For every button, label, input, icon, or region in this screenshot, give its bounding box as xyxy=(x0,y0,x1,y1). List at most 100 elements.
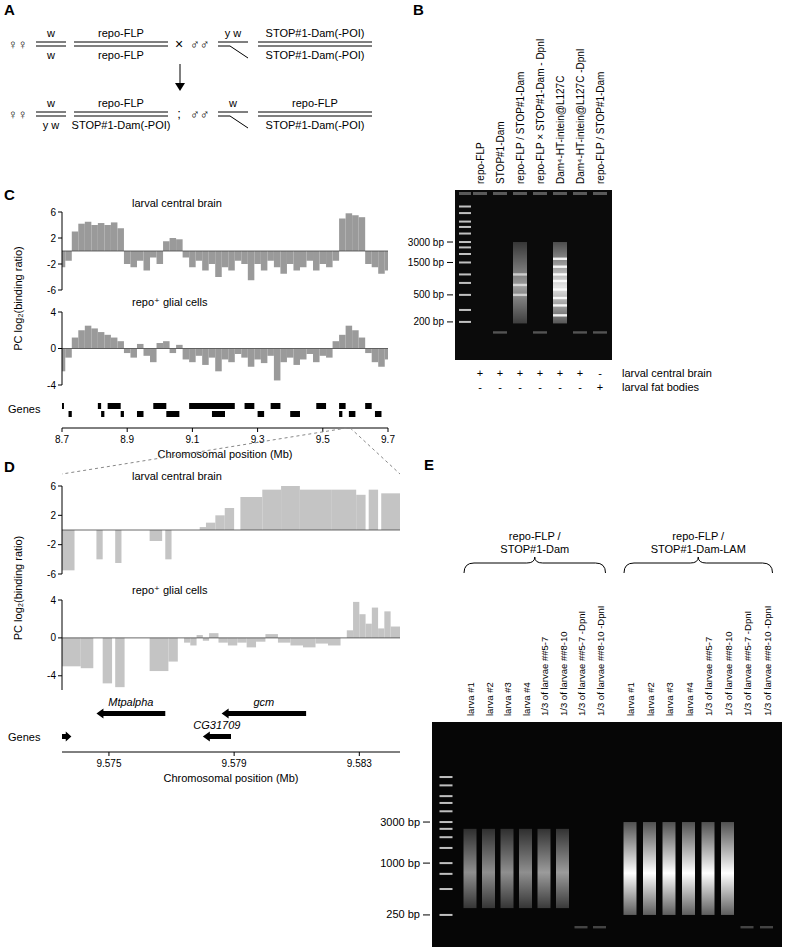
ladder-band xyxy=(459,241,471,243)
bar xyxy=(190,638,196,646)
bar xyxy=(124,251,131,264)
band xyxy=(553,314,567,316)
genotype: STOP#1-Dam(-POI) xyxy=(266,49,365,61)
bar xyxy=(228,349,235,363)
track-title: repo⁺ glial cells xyxy=(132,584,208,596)
band xyxy=(593,331,607,333)
bar xyxy=(256,638,265,642)
bar xyxy=(81,638,94,668)
bar xyxy=(303,638,316,647)
bar xyxy=(98,223,105,251)
bar xyxy=(65,251,72,261)
bar xyxy=(287,251,294,264)
bar xyxy=(328,638,341,646)
tick-label: 0 xyxy=(50,632,56,643)
bar xyxy=(209,251,216,264)
gene xyxy=(258,411,265,417)
sample-mark: + xyxy=(577,367,583,379)
gene xyxy=(189,403,235,409)
bar xyxy=(225,508,234,530)
gel xyxy=(455,190,612,360)
ladder-band xyxy=(459,261,471,263)
bar xyxy=(65,349,72,358)
bar xyxy=(78,330,85,348)
bar xyxy=(290,638,303,646)
bar xyxy=(280,349,287,363)
tick-label: 9.7 xyxy=(381,434,395,445)
bar xyxy=(287,349,294,358)
ladder-band xyxy=(440,828,453,830)
band xyxy=(741,926,754,928)
bar xyxy=(326,349,333,358)
track-bars xyxy=(62,213,388,280)
bar xyxy=(157,251,164,264)
genotype: STOP#1-Dam(-POI) xyxy=(72,119,171,131)
bar xyxy=(130,251,137,267)
row-label: larval central brain xyxy=(622,367,712,379)
ladder-band xyxy=(459,294,471,296)
tick xyxy=(423,822,430,823)
bar xyxy=(237,638,246,643)
row-label: larval fat bodies xyxy=(622,381,700,393)
y-axis xyxy=(62,212,63,290)
bar xyxy=(240,497,262,530)
tick-label: -2 xyxy=(47,259,56,270)
tick-label: 9.579 xyxy=(222,758,247,769)
bar xyxy=(365,251,372,264)
bar xyxy=(117,228,124,251)
bar xyxy=(359,338,366,349)
ladder-band xyxy=(440,873,453,875)
bar xyxy=(307,349,314,354)
genotype: w xyxy=(46,49,55,61)
well xyxy=(473,192,487,195)
bar xyxy=(347,630,353,638)
lane-label: 1/3 of larvae ##5-7 -DpnI xyxy=(576,611,587,716)
bar xyxy=(346,326,353,349)
bar xyxy=(62,530,75,570)
gene xyxy=(153,403,166,409)
bar xyxy=(170,238,177,251)
bar xyxy=(184,638,190,643)
tick-label: 9.1 xyxy=(185,434,199,445)
ladder-band xyxy=(459,233,471,235)
genotype: w xyxy=(46,97,55,109)
bar xyxy=(313,251,320,271)
bar xyxy=(228,638,237,646)
tick-label: 500 bp xyxy=(413,289,444,300)
lane-label: larva #2 xyxy=(645,682,656,716)
tick xyxy=(192,428,193,432)
band xyxy=(553,258,567,260)
bar xyxy=(320,349,327,356)
y-chromosome xyxy=(218,116,248,128)
bar xyxy=(196,349,203,356)
bar xyxy=(137,251,144,261)
bar xyxy=(91,328,98,348)
ladder-band xyxy=(459,321,471,323)
gene xyxy=(69,411,72,417)
smear xyxy=(553,242,567,323)
ladder-band xyxy=(459,246,471,248)
tick-label: 8.7 xyxy=(55,434,69,445)
cross-symbol: × xyxy=(175,36,183,52)
tick-label: -2 xyxy=(47,539,56,550)
sex-symbol: ♀♀ xyxy=(8,107,28,122)
bar xyxy=(316,638,329,644)
band xyxy=(553,297,567,299)
tick-label: 8.9 xyxy=(120,434,134,445)
bar xyxy=(150,530,163,541)
arrow-head xyxy=(175,83,185,91)
gene xyxy=(365,403,372,409)
bar xyxy=(274,251,281,267)
bar xyxy=(359,217,366,251)
ladder-band xyxy=(440,802,453,804)
lane-label: STOP#1-Dam xyxy=(495,121,506,184)
bar xyxy=(365,349,372,354)
bar xyxy=(265,634,278,638)
baseline xyxy=(62,637,400,638)
bar xyxy=(280,251,287,274)
gene xyxy=(212,411,225,417)
genotype: STOP#1-Dam(-POI) xyxy=(266,27,365,39)
tick xyxy=(108,752,109,756)
sample-mark: + xyxy=(497,367,503,379)
tick-label: 6 xyxy=(50,207,56,218)
